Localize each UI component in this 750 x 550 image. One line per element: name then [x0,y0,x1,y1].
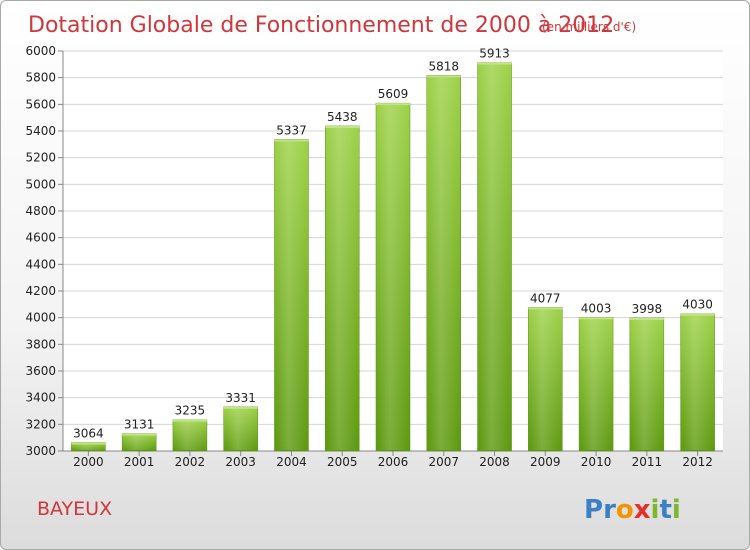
x-tick-label-2007: 2007 [428,455,459,469]
data-label-2010: 4003 [581,301,612,315]
data-label-2011: 3998 [632,302,663,316]
x-tick-label-2010: 2010 [581,455,612,469]
y-tick-label: 4800 [25,204,56,218]
bar-top-highlight [579,317,614,320]
data-label-2012: 4030 [682,298,713,312]
y-tick-label: 3200 [25,417,56,431]
x-tick-label-2011: 2011 [632,455,663,469]
bar-shine [479,63,510,450]
logo-letter: P [584,495,603,525]
chart-unit: (en milliers d'€) [542,20,636,34]
x-tick-label-2001: 2001 [124,455,155,469]
logo-letter: i [672,495,681,525]
x-tick-label-2000: 2000 [73,455,104,469]
bar-layer [71,62,715,452]
y-tick-label: 4200 [25,284,56,298]
logo-letter: i [651,495,660,525]
y-tick-label: 5600 [25,97,56,111]
x-tick-label-2012: 2012 [682,455,713,469]
x-tick-label-2004: 2004 [276,455,307,469]
data-label-2003: 3331 [225,391,256,405]
y-tick-label: 3800 [25,337,56,351]
y-tick-label: 3000 [25,444,56,458]
bar-shine [682,314,713,450]
bar-shine [631,318,662,450]
x-tick-label-2006: 2006 [378,455,409,469]
bar-top-highlight [325,125,360,128]
logo-letter: t [659,495,671,525]
data-label-2001: 3131 [124,418,155,432]
bar-shine [327,126,358,450]
y-tick-label: 5000 [25,177,56,191]
y-tick-label: 4600 [25,231,56,245]
y-tick-label: 5800 [25,71,56,85]
bar-shine [530,308,561,450]
bar-shine [378,104,408,450]
x-tick-label-2005: 2005 [327,455,358,469]
logo-letter: x [634,495,651,525]
y-tick-label: 6000 [25,44,56,58]
y-tick-label: 5400 [25,124,56,138]
bar-shine [124,434,155,450]
bar-shine [73,443,104,450]
y-tick-label: 4000 [25,311,56,325]
data-label-2005: 5438 [327,110,358,124]
proxiti-logo: Proxiti [584,495,681,525]
bar-shine [225,407,256,450]
data-label-2008: 5913 [479,47,510,61]
y-tick-label: 3600 [25,364,56,378]
bar-top-highlight [71,442,106,445]
y-tick-label: 4400 [25,257,56,271]
bar-top-highlight [223,406,258,409]
bar-shine [428,76,459,451]
label-layer: 3000 3200 3400 3600 3800 4000 4200 4400 4600 4800… [25,44,712,469]
bar-top-highlight [426,75,461,78]
data-label-2004: 5337 [276,123,307,137]
bar-top-highlight [680,313,715,316]
chart-title: Dotation Globale de Fonctionnement de 20… [28,13,614,38]
x-tick-label-2009: 2009 [530,455,561,469]
bar-top-highlight [376,103,410,106]
data-label-2000: 3064 [73,426,104,440]
logo-letter: r [603,495,616,525]
bar-top-highlight [274,139,309,142]
x-tick-label-2008: 2008 [479,455,510,469]
logo-letter: o [616,495,634,525]
y-tick-label: 3400 [25,391,56,405]
bar-shine [581,318,612,450]
bar-shine [276,140,307,450]
bar-top-highlight [477,62,512,65]
bar-shine [174,420,205,450]
data-label-2007: 5818 [428,59,459,73]
bar-top-highlight [172,419,207,422]
place-name: BAYEUX [37,498,112,520]
bar-top-highlight [528,307,563,310]
x-tick-label-2003: 2003 [225,455,256,469]
bar-top-highlight [122,433,157,436]
x-tick-label-2002: 2002 [175,455,206,469]
bar-top-highlight [629,317,664,320]
data-label-2009: 4077 [530,291,561,305]
data-label-2006: 5609 [378,87,409,101]
y-tick-label: 5200 [25,151,56,165]
data-label-2002: 3235 [175,404,206,418]
